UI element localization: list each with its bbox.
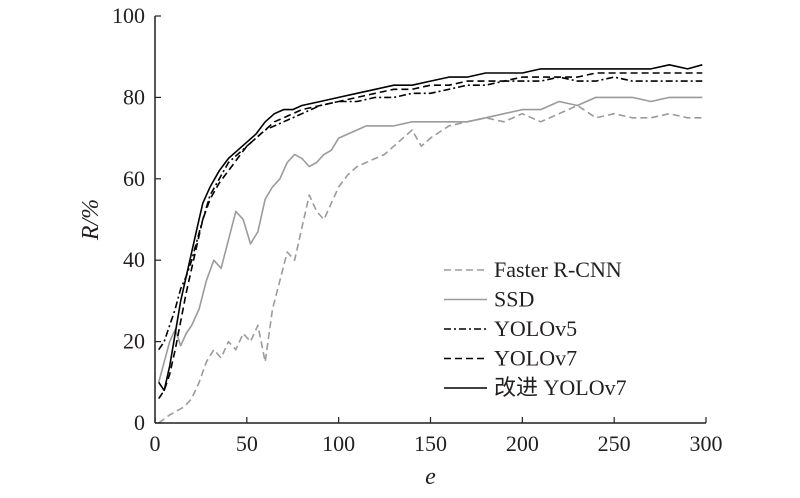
axes xyxy=(154,16,706,424)
legend-label-3: YOLOv7 xyxy=(494,346,577,371)
series-line-0 xyxy=(158,104,703,424)
y-tick-label: 20 xyxy=(123,329,145,354)
y-tick-label: 40 xyxy=(123,247,145,272)
x-tick-label: 200 xyxy=(506,431,539,456)
x-axis-title: e xyxy=(425,464,436,490)
y-tick-label: 60 xyxy=(123,166,145,191)
series-line-3 xyxy=(158,72,703,400)
y-tick-label: 100 xyxy=(112,3,145,28)
legend-label-2: YOLOv5 xyxy=(494,316,577,341)
x-tick-label: 100 xyxy=(322,431,355,456)
axis-ticks: 0 50 100 150 200 250 300 0 20 40 60 80 100 xyxy=(112,3,723,456)
series-lines xyxy=(157,64,703,424)
x-tick-label: 50 xyxy=(236,431,258,456)
y-tick-label: 0 xyxy=(134,410,145,435)
series-line-2 xyxy=(158,76,703,351)
x-tick-label: 150 xyxy=(414,431,447,456)
y-axis-title: R/% xyxy=(78,199,104,241)
x-tick-label: 300 xyxy=(690,431,723,456)
legend-label-1: SSD xyxy=(494,287,534,312)
x-tick-label: 0 xyxy=(150,431,161,456)
series-line-4 xyxy=(158,64,703,392)
legend-label-4: 改进 YOLOv7 xyxy=(494,375,627,400)
legend: Faster R-CNN SSD YOLOv5 YOLOv7 改进 YOLOv7 xyxy=(444,257,627,400)
y-tick-label: 80 xyxy=(123,84,145,109)
legend-label-0: Faster R-CNN xyxy=(494,257,622,282)
x-tick-label: 250 xyxy=(598,431,631,456)
series-line-1 xyxy=(157,96,703,383)
